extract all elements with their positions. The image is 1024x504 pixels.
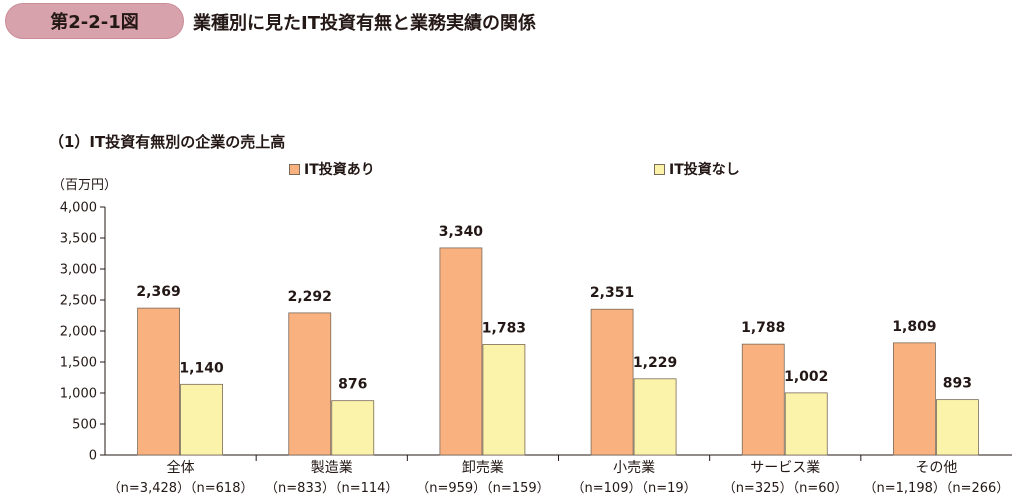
- y-axis-unit-label: （百万円）: [52, 178, 118, 193]
- legend-item-it-yes: IT投資あり: [289, 159, 375, 179]
- legend-swatch-it-yes: [289, 163, 300, 175]
- y-tick-label: 2,500: [60, 294, 97, 309]
- x-category-label: 卸売業: [462, 460, 504, 476]
- bar-it-yes: [893, 342, 936, 456]
- data-label-it-no: 876: [338, 377, 367, 393]
- bar-it-yes: [741, 343, 785, 456]
- chart-title: （1）IT投資有無別の企業の売上高: [49, 133, 286, 151]
- figure-number: 第2-2-1図: [50, 12, 139, 33]
- y-tick-label: 1,000: [60, 387, 97, 402]
- y-tick-label: 3,500: [60, 232, 97, 247]
- bar-it-yes: [590, 308, 634, 456]
- data-label-it-yes: 1,809: [892, 319, 936, 335]
- legend-label-it-yes: IT投資あり: [304, 162, 375, 178]
- bar-it-no: [633, 378, 677, 456]
- y-tick-label: 3,000: [60, 263, 97, 278]
- y-tick-label: 4,000: [60, 201, 97, 216]
- x-category-label: 製造業: [311, 460, 353, 476]
- bar-it-no: [331, 400, 375, 456]
- data-label-it-yes: 2,369: [136, 284, 180, 300]
- figure-title: 業種別に見たIT投資有無と業務実績の関係: [193, 13, 536, 34]
- data-label-it-no: 1,229: [633, 355, 677, 371]
- x-category-sample-size: （n=325）（n=60）: [723, 481, 848, 496]
- x-category-label: 全体: [167, 459, 195, 476]
- data-label-it-no: 1,002: [784, 369, 828, 385]
- bar-it-yes: [288, 312, 332, 456]
- data-label-it-no: 1,783: [482, 320, 526, 336]
- x-category-label: その他: [915, 460, 957, 476]
- x-category-label: サービス業: [750, 460, 820, 476]
- bar-it-yes: [439, 247, 483, 456]
- data-label-it-yes: 1,788: [741, 320, 785, 336]
- x-category-sample-size: （n=959）（n=159）: [416, 481, 549, 496]
- data-label-it-no: 893: [943, 376, 972, 392]
- figure-number-badge: 第2-2-1図: [5, 3, 184, 39]
- bar-it-yes: [137, 307, 180, 456]
- x-category-label: 小売業: [613, 460, 655, 476]
- bar-it-no: [936, 399, 979, 456]
- legend-item-it-no: IT投資なし: [654, 159, 740, 179]
- data-label-it-yes: 3,340: [439, 224, 484, 240]
- data-label-it-yes: 2,292: [288, 289, 332, 305]
- x-category-sample-size: （n=3,428）（n=618）: [108, 481, 254, 496]
- x-category-sample-size: （n=109）（n=19）: [572, 481, 697, 496]
- x-category-sample-size: （n=1,198）（n=266）: [864, 481, 1010, 496]
- y-tick-label: 0: [89, 449, 97, 464]
- y-tick-label: 1,500: [60, 356, 97, 371]
- bar-it-no: [180, 383, 223, 456]
- data-label-it-no: 1,140: [179, 360, 224, 376]
- bar-it-no: [784, 392, 828, 456]
- x-category-sample-size: （n=833）（n=114）: [265, 481, 398, 496]
- data-label-it-yes: 2,351: [590, 285, 634, 301]
- y-tick-label: 2,000: [60, 325, 97, 340]
- y-tick-label: 500: [72, 418, 97, 433]
- legend-label-it-no: IT投資なし: [669, 162, 740, 178]
- legend-swatch-it-no: [654, 163, 665, 175]
- bar-it-no: [482, 344, 526, 456]
